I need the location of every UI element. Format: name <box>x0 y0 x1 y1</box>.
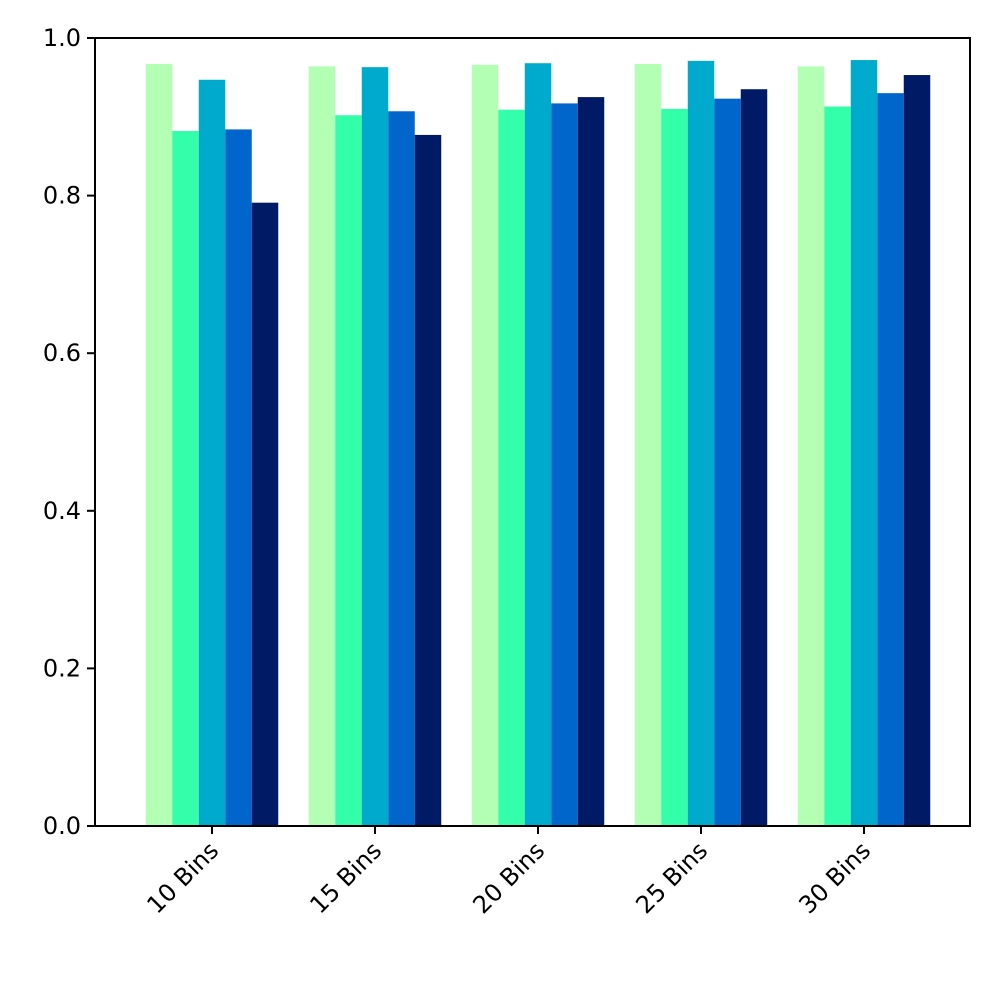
y-axis: 0.0 0.2 0.4 0.6 0.8 1.0 <box>43 24 95 840</box>
bar-series-4-10-bins <box>225 129 252 826</box>
bar-series-3-25-bins <box>687 60 715 827</box>
bar-series-1-15-bins <box>308 66 336 827</box>
bar-series-4-15-bins <box>388 111 415 826</box>
axes-frame <box>94 37 971 827</box>
bar-series-4-20-bins <box>551 103 578 827</box>
x-tick-label: 25 Bins <box>631 836 714 919</box>
bar-series-4-30-bins <box>877 93 904 826</box>
bar-series-5-30-bins <box>903 75 931 826</box>
y-tick-label: 0.0 <box>43 812 81 840</box>
bars-group <box>145 60 931 827</box>
bar-series-1-25-bins <box>634 64 662 826</box>
y-tick-label: 0.6 <box>43 339 81 367</box>
bar-series-2-10-bins <box>172 130 199 826</box>
bar-series-2-15-bins <box>335 115 362 826</box>
bar-series-1-20-bins <box>471 64 499 827</box>
bar-series-5-15-bins <box>414 134 442 826</box>
x-tick-label: 30 Bins <box>794 836 877 919</box>
x-tick-label: 20 Bins <box>468 836 551 919</box>
bar-series-3-30-bins <box>850 60 878 826</box>
bar-series-5-25-bins <box>740 89 768 827</box>
bar-series-2-30-bins <box>824 106 851 826</box>
x-tick-label: 15 Bins <box>305 836 388 919</box>
bar-series-1-30-bins <box>797 66 825 827</box>
x-tick-label: 10 Bins <box>142 836 225 919</box>
bar-series-3-20-bins <box>524 63 552 826</box>
y-tick-label: 0.4 <box>43 497 81 525</box>
bar-series-2-25-bins <box>661 108 688 827</box>
bar-series-4-25-bins <box>714 98 741 826</box>
y-tick-label: 0.8 <box>43 182 81 210</box>
bar-series-2-20-bins <box>498 109 525 826</box>
x-axis: 10 Bins 15 Bins 20 Bins 25 Bins 30 Bins <box>142 826 877 919</box>
y-tick-label: 1.0 <box>43 24 81 52</box>
bar-series-3-15-bins <box>361 67 389 826</box>
bar-series-3-10-bins <box>198 79 226 827</box>
y-tick-label: 0.2 <box>43 654 81 682</box>
bar-series-1-10-bins <box>145 64 173 826</box>
bar-series-5-10-bins <box>251 202 279 826</box>
bar-series-5-20-bins <box>577 97 605 827</box>
